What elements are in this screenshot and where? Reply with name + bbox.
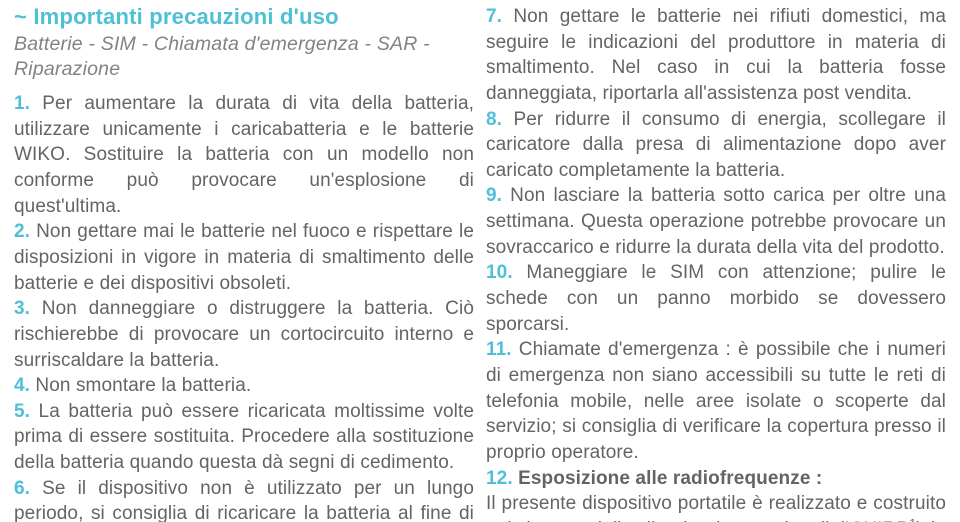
page: ~ Importanti precauzioni d'uso Batterie …	[0, 0, 960, 522]
item-number: 5.	[14, 401, 30, 422]
item-number: 3.	[14, 298, 30, 319]
item-number: 12.	[486, 468, 513, 489]
column-left: ~ Importanti precauzioni d'uso Batterie …	[8, 4, 480, 522]
item-number: 1.	[14, 93, 30, 114]
item-text: Per ridurre il consumo di energia, scoll…	[486, 109, 946, 181]
item-text: Chiamate d'emergenza : è possibile che i…	[486, 339, 946, 463]
item-number: 8.	[486, 109, 502, 130]
item-text: Il presente dispositivo portatile è real…	[486, 493, 946, 522]
item-text: Non smontare la batteria.	[30, 375, 251, 396]
item-heading: Esposizione alle radiofrequenze :	[513, 468, 823, 489]
section-title: ~ Importanti precauzioni d'uso	[14, 4, 474, 30]
item-number: 7.	[486, 6, 502, 27]
item-text: Per aumentare la durata di vita della ba…	[14, 93, 474, 217]
item-text: Non gettare le batterie nei rifiuti dome…	[486, 6, 946, 104]
item-text: Non gettare mai le batterie nel fuoco e …	[14, 221, 474, 293]
body-left: 1. Per aumentare la durata di vita della…	[14, 91, 474, 522]
column-right: 7. Non gettare le batterie nei rifiuti d…	[480, 4, 952, 522]
item-number: 2.	[14, 221, 30, 242]
item-text: Non danneggiare o distruggere la batteri…	[14, 298, 474, 370]
item-text: Se il dispositivo non è utilizzato per u…	[14, 478, 474, 522]
section-subtitle: Batterie - SIM - Chiamata d'emergenza - …	[14, 32, 474, 81]
item-text: Non lasciare la batteria sotto carica pe…	[486, 185, 946, 257]
item-number: 6.	[14, 478, 30, 499]
item-number: 11.	[486, 339, 512, 360]
item-text: Maneggiare le SIM con attenzione; pulire…	[486, 262, 946, 334]
item-number: 10.	[486, 262, 513, 283]
item-number: 9.	[486, 185, 502, 206]
title-text: Importanti precauzioni d'uso	[33, 4, 338, 29]
title-tilde: ~	[14, 4, 27, 29]
item-text: La batteria può essere ricaricata moltis…	[14, 401, 474, 473]
body-right: 7. Non gettare le batterie nei rifiuti d…	[486, 4, 946, 522]
item-number: 4.	[14, 375, 30, 396]
